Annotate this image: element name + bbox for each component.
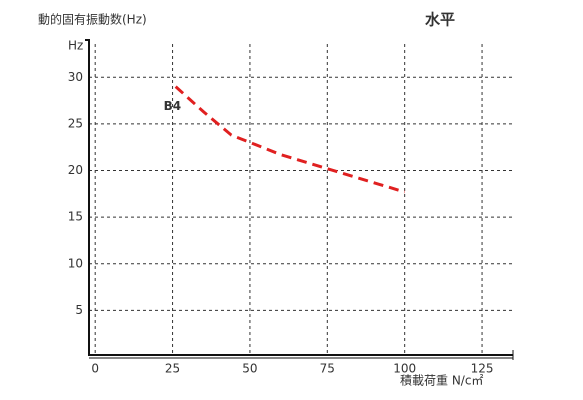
y-tick-label: 25: [68, 116, 83, 130]
x-tick-label: 125: [471, 362, 494, 376]
axis: [85, 39, 513, 356]
series-label: B4: [164, 99, 182, 113]
chart-subtitle: 水平: [425, 11, 455, 29]
y-tick-label: 30: [68, 70, 83, 84]
x-tick-label: 25: [165, 362, 180, 376]
chart-title: 動的固有振動数(Hz): [38, 12, 147, 27]
y-tick-label: 10: [68, 256, 83, 270]
y-tick-label: 20: [68, 163, 83, 177]
x-tick-label: 100: [393, 362, 416, 376]
series-line: [174, 85, 406, 194]
x-tick-label: 75: [320, 362, 335, 376]
y-tick-label: 5: [75, 303, 83, 317]
x-tick-label: 0: [91, 362, 99, 376]
x-tick-label: 50: [242, 362, 257, 376]
y-tick-label: 15: [68, 210, 83, 224]
x-axis-label: 積載荷重 N/c㎡: [400, 373, 483, 388]
y-unit: Hz: [68, 39, 83, 53]
